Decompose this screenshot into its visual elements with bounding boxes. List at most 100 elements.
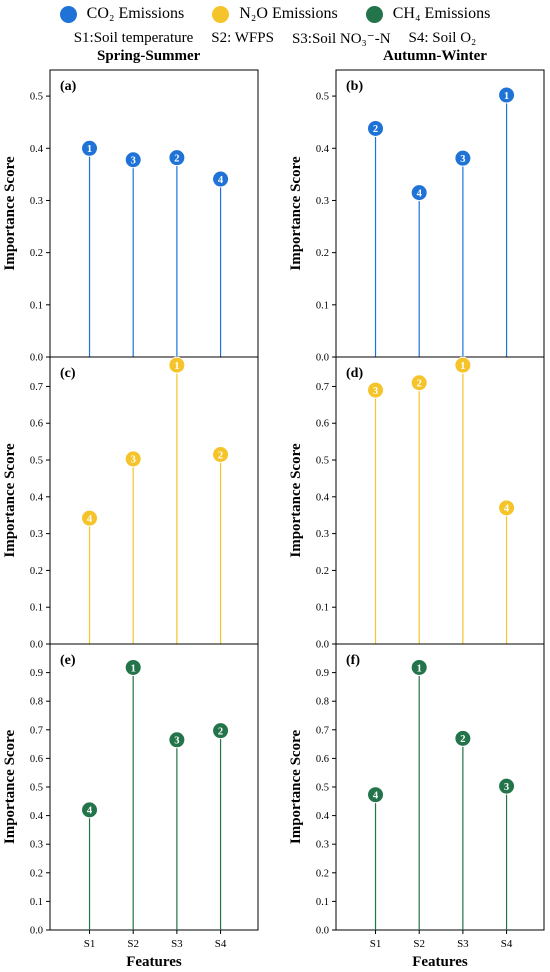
definition-s4: S4: Soil O₂ bbox=[408, 29, 477, 46]
y-axis-title: Importance Score bbox=[2, 156, 18, 271]
y-tick-label: 0.0 bbox=[30, 353, 43, 364]
y-tick-label: 0.4 bbox=[30, 811, 44, 822]
y-tick-label: 0.4 bbox=[316, 492, 330, 503]
y-tick-label: 0.0 bbox=[30, 926, 43, 937]
marker-S4 bbox=[212, 446, 230, 464]
legend-item-ch4: CH₄ Emissions bbox=[365, 5, 491, 23]
y-tick-label: 0.3 bbox=[30, 529, 43, 540]
panel-b: 0.0 0.1 0.2 0.3 0.4 0.5 (b) Importance Score 2 4 3… bbox=[288, 69, 545, 364]
y-axis-title: Importance Score bbox=[2, 730, 18, 845]
rank-label: 1 bbox=[504, 91, 509, 102]
marker-S3 bbox=[168, 356, 186, 374]
legend-item-n2o: N₂O Emissions bbox=[212, 5, 338, 23]
y-tick-label: 0.1 bbox=[30, 603, 43, 614]
panel-label: (a) bbox=[60, 79, 77, 94]
y-tick-label: 0.8 bbox=[316, 697, 329, 708]
y-tick-label: 0.7 bbox=[316, 725, 329, 736]
marker-S1 bbox=[367, 381, 385, 399]
rank-label: 4 bbox=[218, 175, 224, 186]
rank-label: 2 bbox=[218, 726, 223, 737]
rank-label: 3 bbox=[460, 154, 465, 165]
rank-label: 4 bbox=[87, 806, 93, 817]
rank-label: 2 bbox=[417, 379, 422, 390]
panel-c: 0.0 0.1 0.2 0.3 0.4 0.5 0.6 0.7 (c) Importance Sc… bbox=[2, 356, 259, 651]
legend-item-co2: CO₂ Emissions bbox=[59, 5, 184, 23]
feature-definitions: S1:Soil temperature S2: WFPS S3:Soil NO₃… bbox=[0, 27, 550, 49]
marker-S4 bbox=[498, 86, 516, 104]
y-tick-label: 0.7 bbox=[316, 382, 329, 393]
panel-d: 0.0 0.1 0.2 0.3 0.4 0.5 0.6 0.7 (d) Importance Sc… bbox=[288, 356, 545, 651]
marker-S1 bbox=[81, 139, 99, 157]
y-tick-label: 0.0 bbox=[316, 353, 329, 364]
y-tick-label: 0.6 bbox=[30, 419, 43, 430]
marker-S2 bbox=[124, 151, 142, 169]
rank-label: 3 bbox=[504, 782, 509, 793]
y-tick-label: 0.1 bbox=[30, 897, 43, 908]
x-tick-label: S4 bbox=[215, 938, 227, 950]
panel-label: (f) bbox=[346, 653, 360, 668]
panel-label: (e) bbox=[60, 653, 76, 668]
rank-label: 1 bbox=[87, 144, 92, 155]
panel-e: 0.0 0.1 0.2 0.3 0.4 0.5 0.6 0.7 0.8 0.9 (e) Importa… bbox=[2, 643, 259, 970]
rank-label: 1 bbox=[174, 361, 179, 372]
legend-marker-n2o bbox=[212, 5, 230, 23]
y-axis-title: Importance Score bbox=[288, 156, 304, 271]
x-axis-title: Features bbox=[126, 954, 182, 970]
column-title-spring-summer: Spring-Summer bbox=[97, 48, 201, 64]
y-tick-label: 0.1 bbox=[30, 300, 43, 311]
marker-S1 bbox=[81, 509, 99, 527]
y-tick-label: 0.1 bbox=[316, 300, 329, 311]
x-tick-label: S2 bbox=[127, 938, 139, 950]
rank-label: 3 bbox=[174, 736, 179, 747]
y-tick-label: 0.2 bbox=[316, 868, 329, 879]
y-axis-title: Importance Score bbox=[288, 443, 304, 558]
y-tick-label: 0.5 bbox=[316, 92, 329, 103]
rank-label: 4 bbox=[417, 188, 423, 199]
x-tick-label: S1 bbox=[370, 938, 382, 950]
y-tick-label: 0.2 bbox=[316, 248, 329, 259]
rank-label: 3 bbox=[131, 156, 136, 167]
definition-s1: S1:Soil temperature bbox=[73, 29, 194, 46]
column-title-autumn-winter: Autumn-Winter bbox=[383, 48, 487, 64]
rank-label: 2 bbox=[460, 734, 465, 745]
y-tick-label: 0.2 bbox=[30, 248, 43, 259]
marker-S3 bbox=[454, 149, 472, 167]
marker-S3 bbox=[454, 356, 472, 374]
legend-marker-co2 bbox=[59, 5, 77, 23]
y-tick-label: 0.5 bbox=[316, 783, 329, 794]
rank-label: 4 bbox=[504, 504, 510, 515]
panel-label: (d) bbox=[346, 366, 363, 381]
y-tick-label: 0.0 bbox=[316, 640, 329, 651]
marker-S4 bbox=[212, 722, 230, 740]
rank-label: 1 bbox=[417, 663, 422, 674]
x-tick-label: S3 bbox=[171, 938, 183, 950]
x-tick-label: S3 bbox=[457, 938, 469, 950]
marker-S4 bbox=[212, 170, 230, 188]
plot-frame bbox=[49, 356, 259, 645]
y-tick-label: 0.9 bbox=[30, 668, 43, 679]
y-tick-label: 0.6 bbox=[316, 419, 329, 430]
y-tick-label: 0.8 bbox=[30, 697, 43, 708]
rank-label: 3 bbox=[131, 455, 136, 466]
y-tick-label: 0.5 bbox=[316, 456, 329, 467]
plot-frame bbox=[49, 69, 259, 358]
y-tick-label: 0.3 bbox=[316, 840, 329, 851]
y-tick-label: 0.0 bbox=[316, 926, 329, 937]
legend-label-ch4: CH₄ Emissions bbox=[392, 5, 491, 22]
legend-label-n2o: N₂O Emissions bbox=[239, 5, 338, 22]
panel-label: (b) bbox=[346, 79, 363, 94]
rank-label: 2 bbox=[218, 450, 223, 461]
rank-label: 2 bbox=[174, 153, 179, 164]
marker-S3 bbox=[454, 729, 472, 747]
legend-marker-ch4 bbox=[365, 5, 383, 23]
y-tick-label: 0.3 bbox=[30, 196, 43, 207]
x-tick-label: S1 bbox=[84, 938, 96, 950]
y-tick-label: 0.4 bbox=[316, 144, 330, 155]
rank-label: 4 bbox=[87, 514, 93, 525]
rank-label: 1 bbox=[460, 361, 465, 372]
y-tick-label: 0.5 bbox=[30, 783, 43, 794]
marker-S3 bbox=[168, 731, 186, 749]
panel-a: 0.0 0.1 0.2 0.3 0.4 0.5 (a) Importance Score 1 3 2… bbox=[2, 69, 259, 364]
y-tick-label: 0.6 bbox=[316, 754, 329, 765]
y-tick-label: 0.2 bbox=[30, 566, 43, 577]
